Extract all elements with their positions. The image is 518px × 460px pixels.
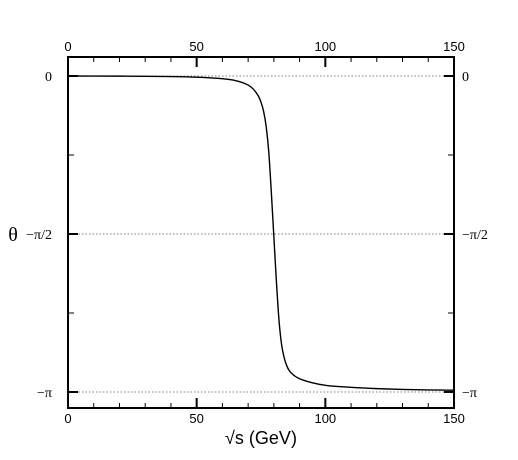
y-tick-label-left: −π/2 xyxy=(26,228,52,243)
y-tick-label-right: 0 xyxy=(462,70,469,85)
label-layer: 0 0 −π/2 −π/2 −π −π 0 0 50 50 100 100 150 150 xyxy=(26,39,488,426)
x-tick-label-top: 150 xyxy=(443,39,465,54)
x-tick-label-bottom: 150 xyxy=(443,411,465,426)
x-tick-label-bottom: 50 xyxy=(189,411,203,426)
grid-layer xyxy=(68,75,454,393)
theta-curve xyxy=(67,75,455,391)
y-tick-label-left: 0 xyxy=(45,70,52,85)
y-axis-label: θ xyxy=(8,224,18,246)
x-tick-label-bottom: 100 xyxy=(314,411,336,426)
y-tick-label-right: −π xyxy=(462,386,477,401)
x-axis-label: √s (GeV) xyxy=(225,428,297,448)
x-tick-label-top: 50 xyxy=(189,39,203,54)
x-tick-label-top: 100 xyxy=(314,39,336,54)
y-tick-label-left: −π xyxy=(37,386,52,401)
tick-layer xyxy=(67,57,455,408)
x-tick-label-top: 0 xyxy=(64,39,71,54)
x-tick-label-bottom: 0 xyxy=(64,411,71,426)
series-layer xyxy=(67,75,455,391)
plot-frame xyxy=(67,56,455,409)
y-tick-label-right: −π/2 xyxy=(462,228,488,243)
